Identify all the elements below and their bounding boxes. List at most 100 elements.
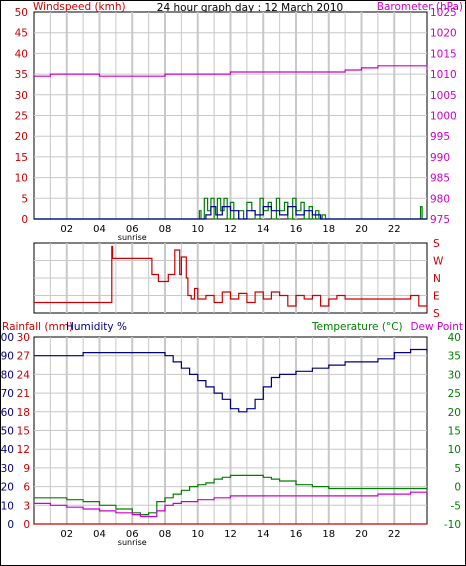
- x-tick-label: 18: [322, 224, 335, 235]
- barometer-tick-label: 980: [430, 193, 450, 205]
- barometer-tick-label: 1000: [430, 111, 457, 123]
- rainfall-tick-label: 80: [1, 369, 14, 381]
- rainfall-tick-label: 50: [1, 426, 14, 438]
- x-tick-label: 08: [159, 529, 172, 540]
- barometer-tick-label: 985: [430, 173, 450, 185]
- direction-tick-label: W: [433, 256, 444, 268]
- rainfall-tick-label: 0: [7, 519, 14, 531]
- temperature-tick-label: 30: [448, 369, 461, 381]
- barometer-tick-label: 995: [430, 131, 450, 143]
- rainfall-tick-label: 100: [0, 332, 14, 344]
- windspeed-tick-label: 15: [15, 152, 28, 164]
- barometer-tick-label: 1015: [430, 48, 457, 60]
- rainfall-tick-label: 60: [1, 407, 14, 419]
- direction-tick-label: E: [433, 291, 440, 303]
- barometer-tick-label: 990: [430, 152, 450, 164]
- humidity-tick-label: 12: [17, 444, 30, 456]
- humidity-tick-label: 15: [17, 426, 30, 438]
- humidity-tick-label: 3: [23, 500, 30, 512]
- x-tick-label: 10: [191, 529, 204, 540]
- rainfall-tick-label: 20: [1, 482, 14, 494]
- dewpoint-line: [34, 490, 428, 518]
- x-tick-label: 18: [322, 529, 335, 540]
- humidity-tick-label: 18: [17, 407, 30, 419]
- rainfall-tick-label: 70: [1, 388, 14, 400]
- x-tick-label: 02: [60, 224, 73, 235]
- windspeed-tick-label: 20: [15, 131, 28, 143]
- temperature-tick-label: 20: [448, 407, 461, 419]
- direction-tick-label: N: [433, 273, 441, 285]
- sunrise-label: sunrise: [118, 538, 147, 547]
- barometer-tick-label: 1005: [430, 90, 457, 102]
- x-tick-label: 02: [60, 529, 73, 540]
- windspeed-tick-label: 30: [15, 90, 28, 102]
- wind-direction-line: [34, 245, 428, 310]
- x-tick-label: 22: [388, 529, 401, 540]
- x-tick-label: 22: [388, 224, 401, 235]
- humidity-tick-label: 27: [17, 351, 30, 363]
- temperature-tick-label: -5: [451, 500, 461, 512]
- temperature-tick-label: 10: [448, 444, 461, 456]
- x-tick-label: 08: [159, 224, 172, 235]
- temperature-humidity-panel: 0102030405060708090100036912151821242730…: [0, 321, 463, 547]
- windspeed-tick-label: 45: [15, 28, 28, 40]
- x-tick-label: 20: [355, 224, 368, 235]
- x-tick-label: 12: [224, 224, 237, 235]
- chart-title: 24 hour graph day : 12 March 2010: [157, 2, 343, 14]
- x-tick-label: 20: [355, 529, 368, 540]
- barometer-axis-label: Barometer (hPa): [377, 1, 463, 13]
- barometer-tick-label: 975: [430, 214, 450, 226]
- rainfall-tick-label: 30: [1, 463, 14, 475]
- humidity-tick-label: 21: [17, 388, 30, 400]
- humidity-tick-label: 0: [23, 519, 30, 531]
- temperature-tick-label: 35: [448, 351, 461, 363]
- barometer-tick-label: 1010: [430, 69, 457, 81]
- windspeed-tick-label: 5: [21, 193, 28, 205]
- windspeed-tick-label: 35: [15, 69, 28, 81]
- x-tick-label: 16: [290, 529, 303, 540]
- x-tick-label: 14: [257, 224, 270, 235]
- direction-tick-label: S: [433, 238, 440, 250]
- temperature-axis-label: Temperature (°C): [311, 321, 403, 333]
- barometer-tick-label: 1020: [430, 28, 457, 40]
- temperature-tick-label: -10: [444, 519, 461, 531]
- x-tick-label: 06: [126, 529, 139, 540]
- temperature-tick-label: 5: [454, 463, 461, 475]
- x-tick-label: 06: [126, 224, 139, 235]
- x-tick-label: 16: [290, 224, 303, 235]
- temperature-tick-label: 25: [448, 388, 461, 400]
- x-tick-label: 04: [93, 224, 106, 235]
- temperature-tick-label: 15: [448, 426, 461, 438]
- sunrise-label: sunrise: [118, 233, 147, 242]
- humidity-tick-label: 9: [23, 463, 30, 475]
- humidity-line: [34, 348, 428, 413]
- temperature-line: [34, 474, 427, 516]
- x-tick-label: 10: [191, 224, 204, 235]
- x-tick-label: 04: [93, 529, 106, 540]
- temperature-tick-label: 0: [454, 482, 461, 494]
- x-tick-label: 12: [224, 529, 237, 540]
- barometer-tick-label: 1025: [430, 7, 457, 19]
- rainfall-tick-label: 90: [1, 351, 14, 363]
- humidity-axis-label: Humidity %: [66, 321, 127, 333]
- windspeed-axis-label: Windspeed (kmh): [33, 1, 126, 13]
- dewpoint-axis-label: Dew Point: [410, 321, 463, 333]
- windspeed-tick-label: 50: [15, 7, 28, 19]
- temperature-tick-label: 40: [448, 332, 461, 344]
- x-tick-label: 14: [257, 529, 270, 540]
- rainfall-tick-label: 40: [1, 444, 14, 456]
- rainfall-tick-label: 10: [1, 500, 14, 512]
- gust-line: [34, 206, 427, 220]
- direction-tick-label: S: [433, 308, 440, 320]
- windspeed-tick-label: 25: [15, 111, 28, 123]
- wind-barometer-panel: 0510152025303540455097598098599099510001…: [15, 1, 463, 242]
- windspeed-tick-label: 40: [15, 48, 28, 60]
- windspeed-tick-label: 0: [21, 214, 28, 226]
- rainfall-axis-label: Rainfall (mm): [2, 321, 73, 333]
- humidity-tick-label: 24: [17, 369, 31, 381]
- humidity-tick-label: 6: [23, 482, 30, 494]
- humidity-tick-label: 30: [17, 332, 30, 344]
- barometer-line: [34, 65, 428, 77]
